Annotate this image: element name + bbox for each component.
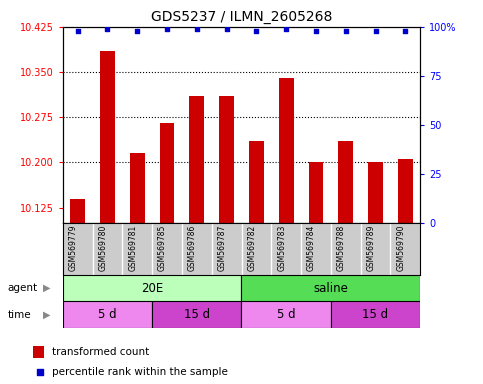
Bar [70,199,85,223]
Text: time: time [7,310,31,320]
Text: agent: agent [7,283,37,293]
Point [104,26,112,32]
Text: GSM569779: GSM569779 [69,224,78,271]
Point [282,26,290,32]
Text: GDS5237 / ILMN_2605268: GDS5237 / ILMN_2605268 [151,10,332,23]
Bar [159,123,174,223]
Bar [331,301,420,328]
Bar [100,51,115,223]
Point [133,28,141,34]
Text: 5 d: 5 d [98,308,117,321]
Text: 20E: 20E [141,281,163,295]
Point [312,28,320,34]
Point [74,28,82,34]
Text: ▶: ▶ [43,310,51,320]
Bar [152,301,242,328]
Bar [368,162,383,223]
Bar [189,96,204,223]
Point [372,28,380,34]
Text: GSM569787: GSM569787 [218,224,227,271]
Bar [33,346,44,358]
Point [401,28,409,34]
Point [342,28,350,34]
Text: 15 d: 15 d [184,308,210,321]
Bar [63,275,242,301]
Bar [63,301,152,328]
Text: GSM569785: GSM569785 [158,224,167,271]
Point [36,369,43,375]
Bar [219,96,234,223]
Bar [242,301,331,328]
Text: GSM569782: GSM569782 [247,224,256,270]
Text: GSM569781: GSM569781 [128,224,137,270]
Bar [249,141,264,223]
Bar [338,141,353,223]
Text: transformed count: transformed count [52,347,150,357]
Bar [130,154,145,223]
Point [163,26,171,32]
Point [193,26,201,32]
Bar [309,162,324,223]
Text: saline: saline [313,281,348,295]
Text: GSM569783: GSM569783 [277,224,286,271]
Point [253,28,260,34]
Text: GSM569780: GSM569780 [99,224,108,271]
Bar [398,159,413,223]
Text: GSM569788: GSM569788 [337,224,346,270]
Bar [242,275,420,301]
Text: 5 d: 5 d [277,308,296,321]
Text: GSM569786: GSM569786 [188,224,197,271]
Text: GSM569789: GSM569789 [367,224,376,271]
Point [223,26,230,32]
Text: percentile rank within the sample: percentile rank within the sample [52,367,228,377]
Text: GSM569784: GSM569784 [307,224,316,271]
Text: ▶: ▶ [43,283,51,293]
Text: GSM569790: GSM569790 [397,224,405,271]
Text: 15 d: 15 d [362,308,389,321]
Bar [279,78,294,223]
